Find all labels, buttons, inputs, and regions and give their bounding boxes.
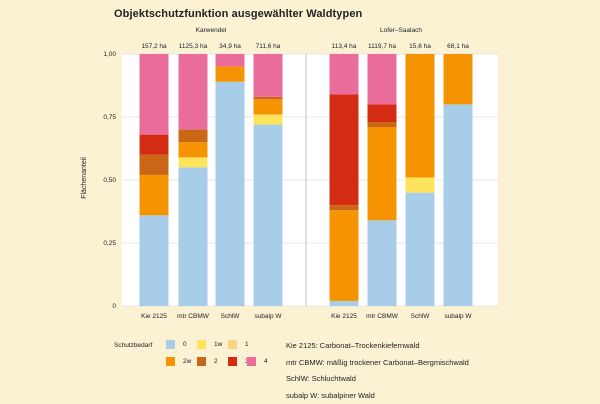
bar-segment-4 [179, 54, 208, 130]
x-tick-label: subalp W [444, 313, 472, 320]
y-tick-label: 0 [112, 303, 116, 310]
legend-title: Schutzbedarf [114, 342, 152, 349]
x-tick-label: subalp W [254, 313, 282, 320]
bar-area-label: 157,2 ha [141, 43, 167, 50]
bar-segment-2w [444, 54, 473, 104]
bar-segment-0 [179, 167, 208, 306]
bar-area-label: 113,4 ha [332, 43, 357, 50]
bar-segment-2 [254, 97, 283, 100]
bar-segment-3 [368, 104, 397, 122]
bar-segment-2w [216, 67, 245, 82]
legend-label-4: 4 [264, 358, 268, 365]
bar-area-label: 1119,7 ha [368, 43, 396, 50]
bar-segment-1w [254, 114, 283, 124]
bar-area-label: 68,1 ha [447, 43, 469, 50]
legend-swatch-2w [166, 357, 175, 366]
bar-segment-2 [140, 155, 169, 175]
legend-item-1: 1 [228, 340, 249, 349]
legend-label-1w: 1w [214, 341, 222, 348]
y-tick-label: 1,00 [103, 51, 116, 58]
x-tick-label: mtr CBMW [366, 313, 399, 320]
bar-segment-2w [179, 142, 208, 157]
bar-segment-4 [254, 54, 283, 97]
bar-segment-2 [368, 122, 397, 127]
legend-swatch-4 [247, 357, 256, 366]
group-title: Karwendel [196, 27, 227, 34]
x-tick-label: SchlW [221, 313, 241, 320]
legend-label-0: 0 [183, 341, 187, 348]
bar-segment-2w [368, 127, 397, 220]
bar-segment-0 [216, 82, 245, 306]
bar-segment-3 [140, 135, 169, 155]
legend-label-1: 1 [245, 341, 249, 348]
legend-swatch-2 [197, 357, 206, 366]
abbreviation-mtr-cbmw: mtr CBMW: mäßig trockener Carbonat–Bergm… [286, 355, 469, 372]
bar-segment-0 [406, 193, 435, 306]
legend-swatch-1w [197, 340, 206, 349]
bar-segment-2w [330, 210, 359, 301]
bar-segment-0 [140, 215, 169, 306]
bar-segment-1w [406, 177, 435, 192]
x-tick-label: mtr CBMW [177, 313, 210, 320]
bar-segment-4 [140, 54, 169, 135]
bar-segment-0 [254, 125, 283, 306]
x-tick-label: Kie 2125 [331, 313, 357, 320]
legend-item-4: 4 [247, 357, 268, 366]
legend-swatch-1 [228, 340, 237, 349]
legend-item-0: 0 [166, 340, 187, 349]
abbreviation-schlw: SchlW: Schluchtwald [286, 371, 469, 388]
legend-label-2w: 2w [183, 358, 191, 365]
legend-item-2: 2 [197, 357, 218, 366]
legend-item-2w: 2w [166, 357, 191, 366]
legend-swatch-0 [166, 340, 175, 349]
abbreviation-kie: Kie 2125: Carbonat–Trockenkiefernwald [286, 338, 469, 355]
bar-segment-0 [330, 301, 359, 306]
abbreviation-list: Kie 2125: Carbonat–Trockenkiefernwald mt… [286, 338, 469, 404]
legend-label-2: 2 [214, 358, 218, 365]
x-tick-label: SchlW [411, 313, 431, 320]
legend-item-3: 3 [228, 357, 249, 366]
bar-segment-2 [330, 205, 359, 210]
legend-item-1w: 1w [197, 340, 222, 349]
y-tick-label: 0,50 [103, 177, 116, 184]
bar-segment-2 [179, 130, 208, 143]
legend-swatch-3 [228, 357, 237, 366]
bar-area-label: 34,9 ha [219, 43, 241, 50]
bar-area-label: 15,6 ha [409, 43, 431, 50]
bar-segment-4 [368, 54, 397, 104]
bar-segment-0 [444, 104, 473, 306]
bar-segment-1w [179, 157, 208, 167]
bar-segment-3 [330, 94, 359, 205]
y-axis-label: Flächenanteil [81, 157, 88, 199]
bar-segment-2w [406, 54, 435, 177]
bar-segment-4 [216, 54, 245, 67]
bar-segment-2w [254, 99, 283, 114]
bar-segment-0 [368, 220, 397, 306]
bar-area-label: 1125,3 ha [179, 43, 208, 50]
group-title: Lofer–Saalach [380, 27, 422, 34]
bar-segment-4 [330, 54, 359, 94]
x-tick-label: Kie 2125 [141, 313, 167, 320]
y-tick-label: 0,25 [103, 240, 116, 247]
abbreviation-subalp-w: subalp W: subalpiner Wald [286, 388, 469, 404]
bar-segment-2w [140, 175, 169, 215]
bar-area-label: 711,6 ha [256, 43, 281, 50]
y-tick-label: 0,75 [103, 114, 116, 121]
